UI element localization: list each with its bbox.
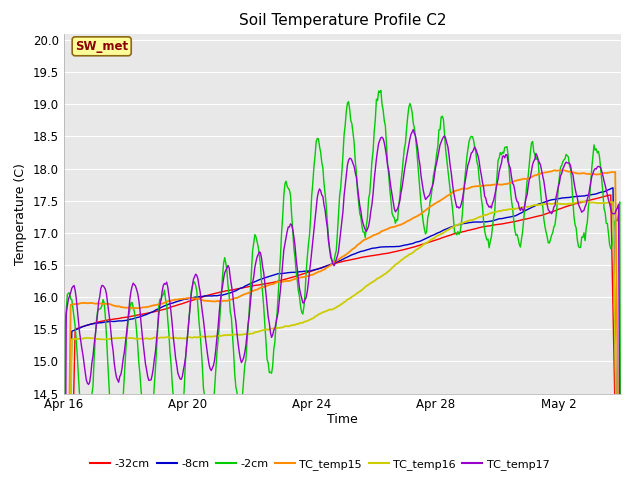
- TC_temp17: [410, 127, 417, 132]
- -8cm: [604, 188, 611, 193]
- -8cm: [324, 263, 332, 268]
- TC_temp16: [324, 307, 332, 313]
- Line: -8cm: -8cm: [64, 188, 621, 480]
- -32cm: [516, 217, 524, 223]
- TC_temp15: [605, 170, 612, 176]
- -32cm: [604, 193, 611, 199]
- Title: Soil Temperature Profile C2: Soil Temperature Profile C2: [239, 13, 446, 28]
- -2cm: [518, 237, 525, 242]
- -32cm: [607, 192, 614, 198]
- -8cm: [516, 210, 524, 216]
- TC_temp15: [362, 237, 369, 242]
- TC_temp16: [392, 262, 399, 267]
- Text: SW_met: SW_met: [75, 40, 128, 53]
- TC_temp15: [556, 168, 563, 173]
- TC_temp15: [392, 224, 399, 229]
- -8cm: [392, 244, 399, 250]
- TC_temp17: [392, 209, 399, 215]
- -32cm: [324, 263, 332, 268]
- -2cm: [377, 87, 385, 93]
- TC_temp17: [605, 197, 612, 203]
- TC_temp15: [328, 262, 335, 267]
- Legend: -32cm, -8cm, -2cm, TC_temp15, TC_temp16, TC_temp17: -32cm, -8cm, -2cm, TC_temp15, TC_temp16,…: [86, 455, 554, 474]
- Line: -32cm: -32cm: [64, 195, 621, 480]
- TC_temp17: [324, 238, 332, 244]
- TC_temp17: [328, 257, 335, 263]
- TC_temp16: [362, 284, 369, 290]
- -2cm: [393, 217, 401, 223]
- Y-axis label: Temperature (C): Temperature (C): [15, 163, 28, 264]
- -2cm: [605, 232, 612, 238]
- Line: TC_temp17: TC_temp17: [64, 130, 621, 480]
- X-axis label: Time: Time: [327, 413, 358, 426]
- TC_temp16: [516, 205, 524, 211]
- -8cm: [328, 261, 335, 267]
- TC_temp16: [328, 307, 335, 312]
- -32cm: [328, 262, 335, 267]
- Line: TC_temp16: TC_temp16: [64, 202, 621, 480]
- -2cm: [362, 235, 369, 240]
- -8cm: [609, 185, 617, 191]
- Line: -2cm: -2cm: [64, 90, 621, 480]
- TC_temp15: [324, 264, 332, 269]
- TC_temp15: [516, 177, 524, 182]
- TC_temp16: [579, 199, 587, 204]
- Line: TC_temp15: TC_temp15: [64, 170, 621, 480]
- TC_temp17: [362, 227, 369, 233]
- TC_temp16: [605, 200, 612, 205]
- -2cm: [328, 258, 335, 264]
- TC_temp17: [518, 204, 525, 210]
- -8cm: [362, 247, 369, 253]
- -2cm: [324, 233, 332, 239]
- -32cm: [362, 254, 369, 260]
- -32cm: [392, 249, 399, 254]
